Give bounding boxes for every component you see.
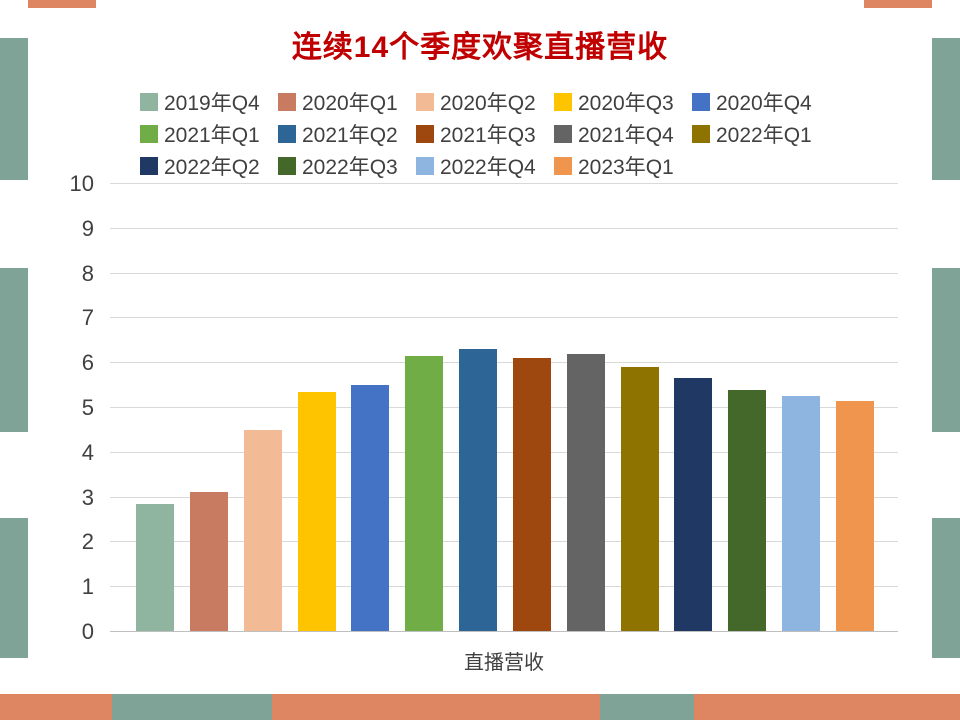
chart-title: 连续14个季度欢聚直播营收 [291,31,669,64]
frame-bottom-block [0,694,112,720]
frame-right-block [930,268,960,432]
gridline [110,541,898,543]
legend-item: 2023年Q1 [554,150,692,182]
gridline [110,272,898,274]
gridline [110,586,898,588]
bars [136,184,874,631]
bar [620,367,659,631]
legend-item: 2021年Q4 [554,118,692,150]
legend-item: 2020年Q3 [554,86,692,118]
legend-item: 2021年Q3 [416,118,554,150]
legend-swatch [416,125,434,143]
legend-swatch [140,93,158,111]
frame-bottom-block [694,694,960,720]
legend-item: 2022年Q3 [278,150,416,182]
legend-swatch [416,157,434,175]
bar [512,358,551,631]
bar [459,349,498,631]
frame-bottom-block [272,694,600,720]
y-tick-label: 3 [81,484,94,510]
legend-swatch [140,125,158,143]
legend-label: 2021年Q1 [164,124,260,147]
legend-swatch [554,125,572,143]
legend-item: 2022年Q2 [140,150,278,182]
bar [566,353,605,631]
legend-item: 2020年Q2 [416,86,554,118]
bar [782,396,821,631]
y-tick-label: 5 [81,395,94,420]
legend-item: 2019年Q4 [140,86,278,118]
gridline [110,227,898,229]
legend-swatch [278,157,296,175]
gridline [110,362,898,364]
bar [674,378,713,631]
legend-swatch [554,93,572,111]
legend-label: 2020年Q3 [578,92,674,115]
legend-swatch [416,93,434,111]
legend-label: 2020年Q2 [440,92,536,115]
bar [297,391,336,631]
y-tick-label: 4 [81,439,94,465]
legend-swatch [278,125,296,143]
legend-swatch [692,125,710,143]
legend-swatch [140,157,158,175]
bar [351,385,390,631]
y-tick-label: 6 [81,350,94,376]
legend-label: 2020年Q4 [716,92,812,115]
legend-item: 2020年Q4 [692,86,830,118]
frame-left-block [0,518,30,658]
y-tick-label: 1 [81,574,94,600]
legend-item: 2022年Q4 [416,150,554,182]
bar [189,492,228,631]
legend-item: 2021年Q1 [140,118,278,150]
legend-label: 2022年Q3 [302,156,398,179]
y-tick-label: 2 [81,529,94,555]
plot-area: 0 1 2 3 4 5 6 7 8 9 10 [70,173,898,643]
legend-label: 2023年Q1 [578,156,674,179]
gridline [110,183,898,184]
legend-label: 2021年Q3 [440,124,536,147]
chart-card: 连续14个季度欢聚直播营收 2019年Q4 2020年Q1 2020年Q2 2020年… [28,8,932,694]
legend-swatch [554,157,572,175]
legend-label: 2022年Q4 [440,156,536,179]
x-axis-label: 直播营收 [464,652,544,674]
legend-swatch [692,93,710,111]
legend-label: 2019年Q4 [164,92,260,115]
y-tick-label: 8 [81,260,94,286]
bar [835,400,874,631]
gridline [110,631,898,632]
frame-right-block [930,518,960,658]
bar [728,389,767,631]
gridline [110,317,898,319]
legend-item: 2021年Q2 [278,118,416,150]
y-tick-label: 9 [81,215,94,241]
gridline [110,407,898,408]
gridline [110,496,898,498]
legend-label: 2021年Q4 [578,124,674,147]
legend-item: 2020年Q1 [278,86,416,118]
frame-left-block [0,38,30,180]
bar [136,503,174,631]
legend-item: 2022年Q1 [692,118,830,150]
gridline [110,451,898,453]
frame-right-block [930,38,960,180]
bar [243,429,282,631]
frame-bottom-block [112,694,272,720]
y-tick-label: 10 [69,171,94,196]
legend: 2019年Q4 2020年Q1 2020年Q2 2020年Q3 2020年Q4 2021年… [140,86,840,182]
bar [405,356,444,631]
frame-left-block [0,268,30,432]
legend-label: 2021年Q2 [302,124,398,147]
legend-label: 2022年Q2 [164,156,260,179]
legend-label: 2020年Q1 [302,92,398,115]
legend-swatch [278,93,296,111]
y-tick-label: 0 [81,619,94,644]
y-tick-label: 7 [81,305,94,331]
frame-bottom-block [600,694,694,720]
legend-label: 2022年Q1 [716,124,812,147]
